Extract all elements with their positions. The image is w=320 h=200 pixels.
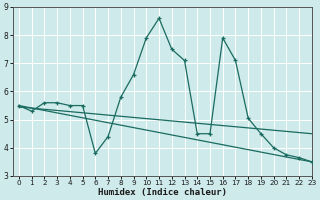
- X-axis label: Humidex (Indice chaleur): Humidex (Indice chaleur): [98, 188, 227, 197]
